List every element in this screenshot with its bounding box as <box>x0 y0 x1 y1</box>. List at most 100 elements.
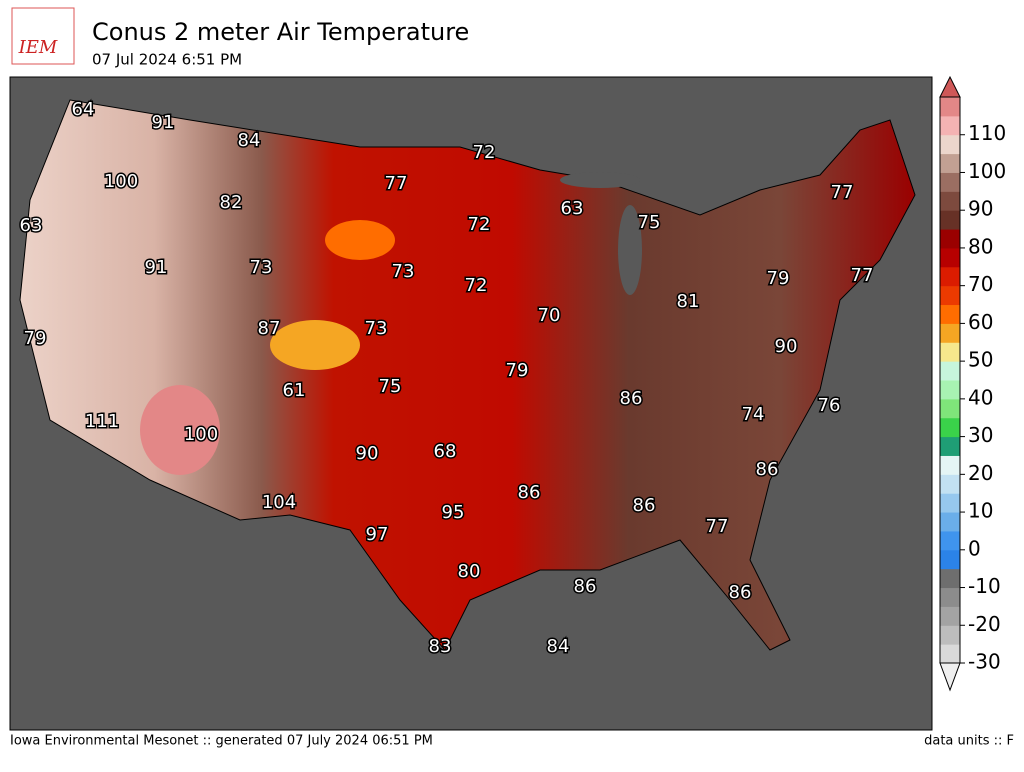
colorbar-segment <box>940 549 960 570</box>
lake-michigan <box>618 205 642 295</box>
station-label: 64 <box>72 99 95 120</box>
station-label: 81 <box>677 291 700 312</box>
colorbar-segment <box>940 455 960 475</box>
station-label: 77 <box>706 516 729 537</box>
station-label: 74 <box>742 404 765 425</box>
station-label: 86 <box>729 582 752 603</box>
colorbar-segment <box>940 530 960 551</box>
station-label: 61 <box>283 380 306 401</box>
colorbar-segment <box>940 191 960 211</box>
station-label: 86 <box>518 482 541 503</box>
hot-area <box>140 385 220 475</box>
footer-right: data units :: F <box>924 734 1014 749</box>
station-label: 104 <box>262 492 296 513</box>
colorbar-segment <box>940 266 960 287</box>
colorbar-extend-low <box>939 662 961 692</box>
station-label: 86 <box>756 459 779 480</box>
colorbar-segment <box>940 115 960 136</box>
colorbar-tick-label: -10 <box>968 574 1001 598</box>
colorbar-segment <box>940 493 960 513</box>
colorbar-tick-label: -20 <box>968 612 1001 636</box>
station-label: 63 <box>20 215 43 236</box>
colorbar-segment <box>940 304 960 324</box>
colorbar-segment <box>940 398 960 419</box>
station-label: 79 <box>506 360 529 381</box>
colorbar-segment <box>940 229 960 249</box>
station-label: 111 <box>85 411 119 432</box>
station-label: 82 <box>220 192 243 213</box>
station-label: 73 <box>365 318 388 339</box>
station-label: 77 <box>851 265 874 286</box>
colorbar-segment <box>940 285 960 306</box>
station-label: 72 <box>473 142 496 163</box>
station-label: 75 <box>638 212 661 233</box>
station-label: 75 <box>379 376 402 397</box>
colorbar-segment <box>940 568 960 589</box>
station-label: 84 <box>238 130 261 151</box>
colorbar-segment <box>940 380 960 400</box>
subtitle: 07 Jul 2024 6:51 PM <box>92 51 242 69</box>
colorbar-tick-label: 40 <box>968 385 993 409</box>
station-label: 72 <box>468 214 491 235</box>
colorbar-tick-label: 90 <box>968 197 993 221</box>
station-label: 79 <box>24 328 47 349</box>
station-label: 86 <box>574 576 597 597</box>
colorbar-tick-label: 60 <box>968 310 993 334</box>
colorbar-tick-label: 0 <box>968 536 981 560</box>
station-label: 72 <box>465 275 488 296</box>
colorbar-tick-label: 110 <box>968 121 1006 145</box>
colorbar-segment <box>940 153 960 173</box>
station-label: 95 <box>442 502 465 523</box>
station-label: 80 <box>458 561 481 582</box>
colorbar-tick-label: -30 <box>968 650 1001 674</box>
station-label: 70 <box>538 305 561 326</box>
colorbar-segment <box>940 210 960 230</box>
colorbar-segment <box>940 644 960 664</box>
colorbar-segment <box>940 417 960 438</box>
logo: IEM <box>11 7 75 65</box>
station-label: 97 <box>366 524 389 545</box>
colorbar-segment <box>940 342 960 362</box>
logo-text: IEM <box>18 37 58 58</box>
colorbar-tick-label: 10 <box>968 499 993 523</box>
station-label: 63 <box>561 198 584 219</box>
station-label: 83 <box>429 636 452 657</box>
station-label: 76 <box>818 395 841 416</box>
colorbar-tick-label: 100 <box>968 159 1006 183</box>
station-label: 79 <box>767 268 790 289</box>
station-label: 77 <box>385 173 408 194</box>
station-label: 73 <box>392 261 415 282</box>
colorbar-segment <box>940 172 960 192</box>
station-label: 73 <box>250 257 273 278</box>
title: Conus 2 meter Air Temperature <box>92 18 469 46</box>
colorbar-segment <box>940 436 960 456</box>
warm-anomaly <box>270 320 360 370</box>
station-label: 100 <box>104 171 138 192</box>
colorbar-segment <box>940 625 960 645</box>
colorbar-segment <box>940 247 960 268</box>
warm-anomaly <box>325 220 395 260</box>
colorbar-segment <box>940 512 960 532</box>
colorbar-extend-high <box>939 75 961 98</box>
colorbar-tick-label: 20 <box>968 461 993 485</box>
station-label: 86 <box>633 495 656 516</box>
station-label: 90 <box>356 443 379 464</box>
colorbar-segment <box>940 97 960 117</box>
lake-superior <box>560 172 640 188</box>
conus-temperature-field <box>19 99 916 651</box>
colorbar-segment <box>940 134 960 155</box>
station-label: 86 <box>620 388 643 409</box>
colorbar-segment <box>940 474 960 494</box>
colorbar-tick-label: 70 <box>968 272 993 296</box>
colorbar-segment <box>940 361 960 381</box>
station-label: 91 <box>152 112 175 133</box>
colorbar-tick-label: 50 <box>968 348 993 372</box>
station-label: 68 <box>434 441 457 462</box>
station-label: 84 <box>547 636 570 657</box>
colorbar-frame <box>939 96 961 664</box>
colorbar-tick-label: 30 <box>968 423 993 447</box>
station-label: 100 <box>184 424 218 445</box>
station-label: 90 <box>775 336 798 357</box>
colorbar-segment <box>940 606 960 626</box>
